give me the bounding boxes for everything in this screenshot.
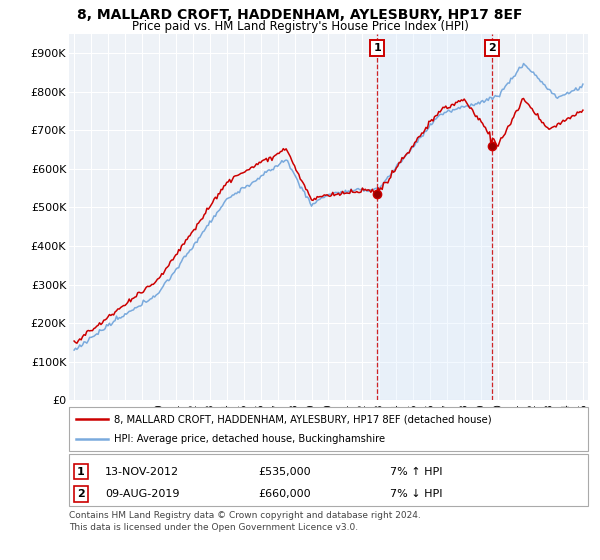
Text: Contains HM Land Registry data © Crown copyright and database right 2024.
This d: Contains HM Land Registry data © Crown c… bbox=[69, 511, 421, 531]
Text: 09-AUG-2019: 09-AUG-2019 bbox=[105, 489, 179, 499]
Text: HPI: Average price, detached house, Buckinghamshire: HPI: Average price, detached house, Buck… bbox=[114, 433, 385, 444]
Text: £535,000: £535,000 bbox=[258, 466, 311, 477]
Text: 7% ↓ HPI: 7% ↓ HPI bbox=[390, 489, 443, 499]
Text: Price paid vs. HM Land Registry's House Price Index (HPI): Price paid vs. HM Land Registry's House … bbox=[131, 20, 469, 33]
Text: 8, MALLARD CROFT, HADDENHAM, AYLESBURY, HP17 8EF (detached house): 8, MALLARD CROFT, HADDENHAM, AYLESBURY, … bbox=[114, 414, 491, 424]
Text: 13-NOV-2012: 13-NOV-2012 bbox=[105, 466, 179, 477]
Text: 2: 2 bbox=[77, 489, 85, 499]
Text: 8, MALLARD CROFT, HADDENHAM, AYLESBURY, HP17 8EF: 8, MALLARD CROFT, HADDENHAM, AYLESBURY, … bbox=[77, 8, 523, 22]
Text: 1: 1 bbox=[77, 466, 85, 477]
Text: £660,000: £660,000 bbox=[258, 489, 311, 499]
Bar bbox=[377, 34, 491, 400]
Text: 2: 2 bbox=[488, 43, 496, 53]
Text: 1: 1 bbox=[373, 43, 381, 53]
Text: 7% ↑ HPI: 7% ↑ HPI bbox=[390, 466, 443, 477]
